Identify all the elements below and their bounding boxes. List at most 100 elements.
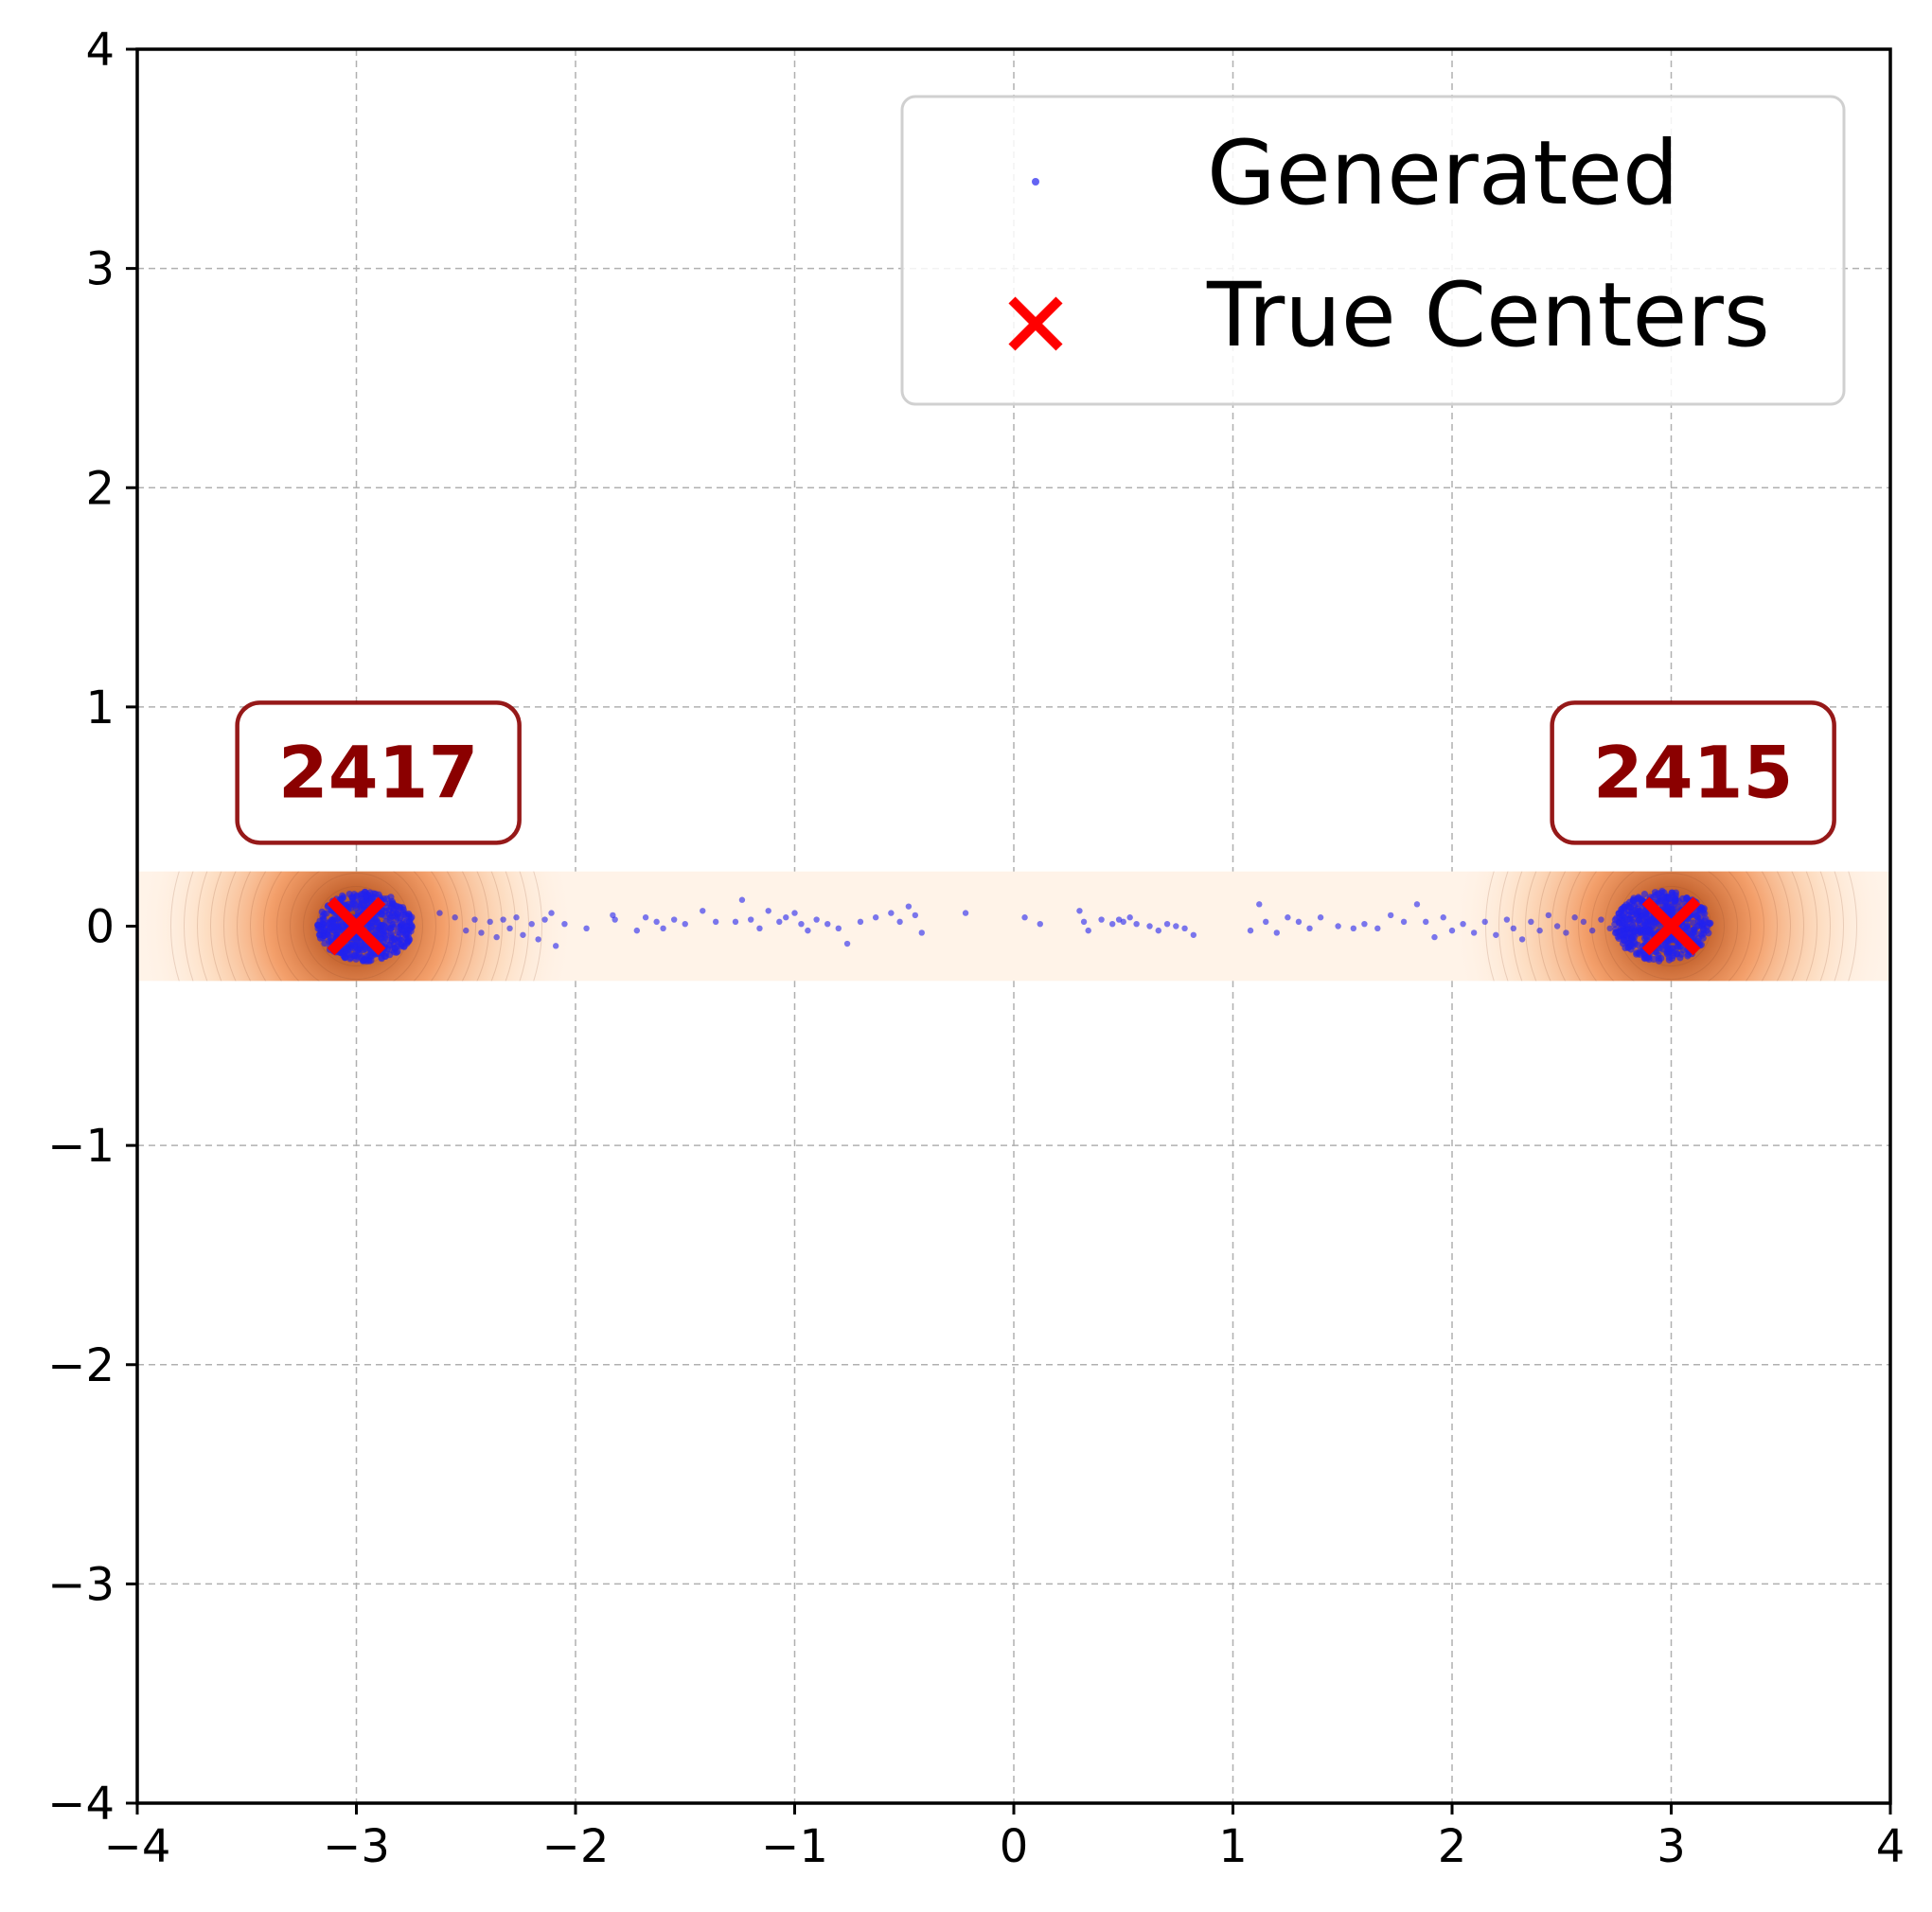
generated-point [1037, 920, 1043, 928]
generated-point [712, 918, 719, 926]
generated-point [493, 933, 500, 941]
generated-point [1155, 927, 1161, 934]
y-tick-label: −2 [47, 1339, 115, 1392]
generated-point [1661, 898, 1669, 907]
generated-point [1611, 916, 1620, 924]
generated-point [352, 948, 361, 956]
generated-point [1481, 918, 1488, 926]
generated-point [1306, 925, 1313, 932]
generated-point [487, 918, 493, 926]
generated-point [1635, 907, 1642, 914]
generated-point [1645, 929, 1654, 936]
density-contour [263, 871, 450, 982]
generated-point [888, 910, 895, 916]
label-box [235, 700, 522, 845]
generated-point [1642, 954, 1651, 962]
generated-point [356, 943, 363, 951]
generated-point [1163, 920, 1171, 928]
cluster-count-label: 2415 [1550, 700, 1836, 845]
generated-point [552, 943, 559, 949]
legend-marker-generated [1032, 178, 1039, 186]
generated-point [1684, 952, 1692, 960]
generated-point [1629, 918, 1637, 927]
generated-point [1637, 947, 1644, 955]
generated-point [1669, 945, 1676, 952]
generated-point [1448, 927, 1456, 934]
generated-point [1146, 923, 1153, 929]
density-contour [250, 871, 463, 982]
generated-point [358, 905, 365, 912]
generated-point [1691, 926, 1698, 934]
generated-point [1553, 923, 1561, 929]
generated-point [1701, 917, 1709, 925]
generated-point [700, 908, 706, 914]
generated-point [1413, 901, 1421, 908]
generated-point [872, 914, 879, 921]
generated-point [397, 940, 405, 947]
generated-point [583, 925, 590, 932]
generated-point [383, 936, 391, 944]
density-contour [290, 871, 423, 982]
generated-point [1126, 914, 1133, 921]
generated-point [1628, 935, 1636, 943]
generated-point [1666, 894, 1674, 902]
generated-point [399, 928, 407, 935]
generated-point [1668, 954, 1676, 963]
y-tick-label: −3 [47, 1558, 115, 1611]
true-center-marker [1641, 896, 1701, 956]
generated-point [1503, 916, 1511, 923]
x-stroke [1641, 896, 1701, 956]
y-tick-label: 1 [85, 682, 115, 735]
generated-point [404, 937, 413, 945]
generated-point [1580, 918, 1587, 926]
axes: −4 −3 −2 −1 0 1 2 3 4 −4 −3 −2 −1 0 1 2 3 4 [47, 24, 1905, 1873]
generated-point [1423, 918, 1429, 926]
true-centers [327, 896, 1701, 956]
generated-point [348, 895, 357, 903]
density-contour [1591, 871, 1751, 982]
generated-point [1679, 947, 1688, 954]
generated-point [1098, 916, 1105, 923]
generated-point [1470, 929, 1478, 936]
generated-point [1657, 954, 1665, 963]
generated-point [670, 916, 678, 923]
generated-point [348, 900, 356, 908]
generated-point [1618, 906, 1625, 913]
generated-point [408, 913, 416, 921]
x-tick-label: 2 [1438, 1820, 1467, 1873]
generated-point [1190, 931, 1197, 938]
generated-point [1588, 927, 1596, 934]
generated-point [321, 939, 328, 947]
generated-point [824, 920, 831, 928]
density-contour [1485, 871, 1857, 982]
generated-point [520, 931, 526, 938]
generated-point [1518, 936, 1526, 943]
generated-point [1361, 920, 1368, 928]
generated-point [1598, 916, 1604, 923]
generated-point [783, 914, 789, 921]
x-tick-label: 0 [1000, 1820, 1029, 1873]
generated-point [375, 891, 382, 898]
generated-point [323, 910, 330, 917]
generated-point [316, 926, 324, 933]
density-contour [1565, 871, 1778, 982]
density-contour [1551, 871, 1791, 982]
density-contour [210, 871, 503, 982]
generated-point [1571, 914, 1578, 921]
generated-point [388, 920, 396, 929]
density-contour [1604, 871, 1738, 982]
generated-point [403, 917, 411, 926]
generated-point [394, 947, 401, 955]
generated-point [380, 922, 387, 929]
generated-point [535, 936, 541, 943]
cluster-count-labels: 2417 2415 [235, 700, 1836, 845]
x-stroke [327, 896, 386, 956]
generated-point [346, 950, 354, 959]
generated-point [1085, 927, 1091, 934]
legend-box [900, 95, 1846, 406]
generated-point [331, 922, 340, 930]
generated-point [1080, 918, 1088, 926]
generated-point [756, 925, 763, 932]
x-tick-label: −1 [761, 1820, 828, 1873]
